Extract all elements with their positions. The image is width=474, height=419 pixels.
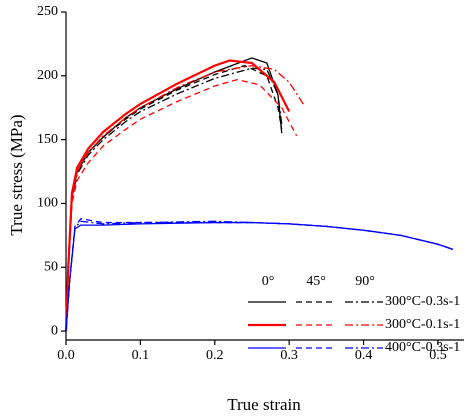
y-tick-label: 250 — [37, 4, 58, 19]
x-tick-label: 0.2 — [206, 348, 224, 363]
x-tick-label: 0.5 — [429, 348, 447, 363]
stress-strain-curve — [65, 221, 454, 332]
y-axis-label: True stress (MPa) — [7, 114, 26, 235]
legend-header: 0° — [262, 274, 275, 289]
y-tick-label: 100 — [37, 196, 58, 211]
x-tick-label: 0.1 — [132, 348, 150, 363]
stress-strain-curve — [65, 78, 298, 332]
x-axis-label: True strain — [227, 395, 301, 414]
legend-label: 300°C-0.1s-1 — [385, 317, 460, 332]
stress-strain-curve — [65, 220, 454, 332]
y-tick-label: 0 — [51, 323, 58, 338]
stress-strain-curve — [65, 218, 454, 332]
y-tick-label: 50 — [44, 259, 58, 274]
legend-header: 45° — [306, 274, 326, 289]
legend-header: 90° — [355, 274, 375, 289]
x-tick-label: 0.0 — [57, 348, 75, 363]
stress-strain-curve — [64, 59, 291, 332]
x-tick-label: 0.3 — [280, 348, 298, 363]
legend-label: 300°C-0.3s-1 — [385, 294, 460, 309]
legend-label: 400°C-0.3s-1 — [385, 340, 460, 355]
stress-strain-curve — [65, 64, 283, 332]
stress-strain-curve — [65, 57, 283, 332]
stress-strain-curve — [65, 67, 283, 332]
x-tick-label: 0.4 — [355, 348, 373, 363]
stress-strain-curve — [65, 64, 305, 332]
y-tick-label: 150 — [37, 132, 58, 147]
y-tick-label: 200 — [37, 68, 58, 83]
